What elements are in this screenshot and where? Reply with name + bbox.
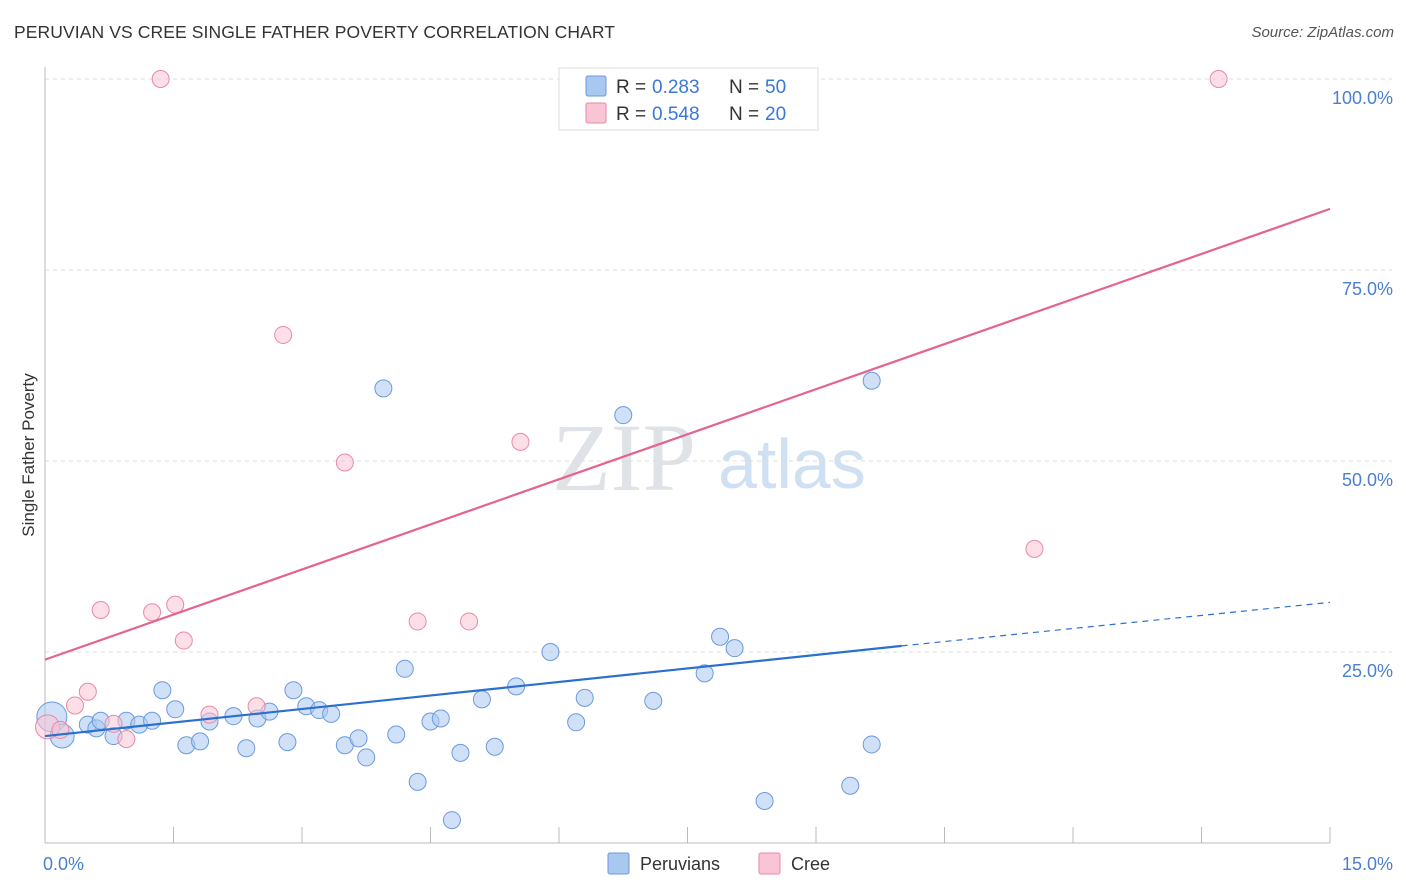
bottom-legend-peruvians: Peruvians xyxy=(640,854,720,874)
cree-point xyxy=(174,631,193,650)
cree-point xyxy=(335,453,354,472)
cree-point xyxy=(1209,70,1228,88)
trendlines xyxy=(44,207,1331,738)
cree-point xyxy=(1025,539,1044,558)
watermark-atlas: atlas xyxy=(718,425,866,503)
peruvian-point xyxy=(357,748,376,767)
watermark: ZIP atlas xyxy=(552,404,866,511)
legend-box: R = 0.283 N = 50 R = 0.548 N = 20 xyxy=(558,67,819,131)
peruvian-point xyxy=(278,733,297,752)
cree-point xyxy=(143,603,162,622)
legend-swatch-peruvians xyxy=(585,75,607,97)
peruvian-point xyxy=(374,379,393,398)
peruvian-point xyxy=(485,737,504,756)
cree-point xyxy=(274,325,293,344)
peruvian-point xyxy=(395,659,414,678)
peruvian-point xyxy=(143,711,162,730)
peruvian-point xyxy=(541,643,560,661)
bottom-legend: Peruvians Cree xyxy=(607,852,830,875)
cree-trendline xyxy=(44,207,1331,661)
legend-n-label: N = xyxy=(729,77,759,98)
peruvian-point xyxy=(349,729,368,748)
legend-n-label: N = xyxy=(729,104,759,125)
y-tick-label: 25.0% xyxy=(1342,661,1393,681)
legend-r-label: R = xyxy=(616,77,646,98)
legend-row-peruvians: R = 0.283 N = 50 xyxy=(585,75,786,98)
cree-point xyxy=(200,705,219,724)
peruvian-point xyxy=(841,776,860,795)
peruvian-point xyxy=(166,700,185,719)
legend-r-label: R = xyxy=(616,104,646,125)
y-tick-label: 100.0% xyxy=(1332,88,1393,108)
cree-point xyxy=(460,612,479,631)
peruvian-point xyxy=(575,688,594,707)
peruvian-point xyxy=(711,627,730,646)
legend-r-value: 0.548 xyxy=(652,104,700,125)
legend-swatch-cree xyxy=(585,102,607,124)
peruvian-point xyxy=(408,772,427,791)
peruvian-point xyxy=(862,371,881,390)
y-tick-label: 75.0% xyxy=(1342,279,1393,299)
peruvian-point xyxy=(644,691,663,710)
cree-point xyxy=(408,612,427,631)
bottom-legend-swatch-peruvians xyxy=(607,852,630,875)
legend-r-value: 0.283 xyxy=(652,77,700,98)
peruvian-point xyxy=(451,743,470,762)
peruvian-point xyxy=(237,739,256,758)
peruvian-point xyxy=(725,639,744,658)
peruvian-point xyxy=(284,681,303,700)
peruvian-point xyxy=(755,791,774,810)
peruvian-point xyxy=(153,681,172,700)
x-tick-label: 15.0% xyxy=(1342,854,1393,874)
cree-point xyxy=(91,600,110,619)
tick-labels: 25.0% 50.0% 75.0% 100.0% 0.0% 15.0% xyxy=(43,88,1393,874)
cree-point xyxy=(117,730,136,749)
chart-source: Source: ZipAtlas.com xyxy=(1251,24,1394,41)
peruvian-point xyxy=(387,725,406,744)
legend-row-cree: R = 0.548 N = 20 xyxy=(585,102,786,125)
y-tick-label: 50.0% xyxy=(1342,470,1393,490)
grid xyxy=(45,78,1392,653)
chart-title: PERUVIAN VS CREE SINGLE FATHER POVERTY C… xyxy=(14,22,616,42)
peruvian-point xyxy=(567,713,586,732)
legend-n-value: 50 xyxy=(765,77,786,98)
legend-n-value: 20 xyxy=(765,104,786,125)
peruvian-point xyxy=(322,704,341,723)
peruvian-point xyxy=(695,664,714,683)
x-tick-label: 0.0% xyxy=(43,854,84,874)
peruvian-trendline-extension xyxy=(901,601,1331,647)
data-points xyxy=(35,70,1228,830)
cree-point xyxy=(65,696,84,715)
cree-point xyxy=(78,682,97,701)
peruvian-point xyxy=(442,811,461,830)
cree-point xyxy=(511,432,530,451)
cree-point xyxy=(151,70,170,88)
y-axis-title: Single Father Poverty xyxy=(19,373,38,537)
peruvian-point xyxy=(472,690,491,709)
bottom-legend-cree: Cree xyxy=(791,854,830,874)
peruvian-point xyxy=(191,732,210,751)
peruvian-point xyxy=(614,406,633,425)
cree-point xyxy=(166,595,185,614)
bottom-legend-swatch-cree xyxy=(758,852,781,875)
peruvian-point xyxy=(862,735,881,754)
peruvian-trendline xyxy=(44,644,902,738)
peruvian-point xyxy=(431,709,450,728)
